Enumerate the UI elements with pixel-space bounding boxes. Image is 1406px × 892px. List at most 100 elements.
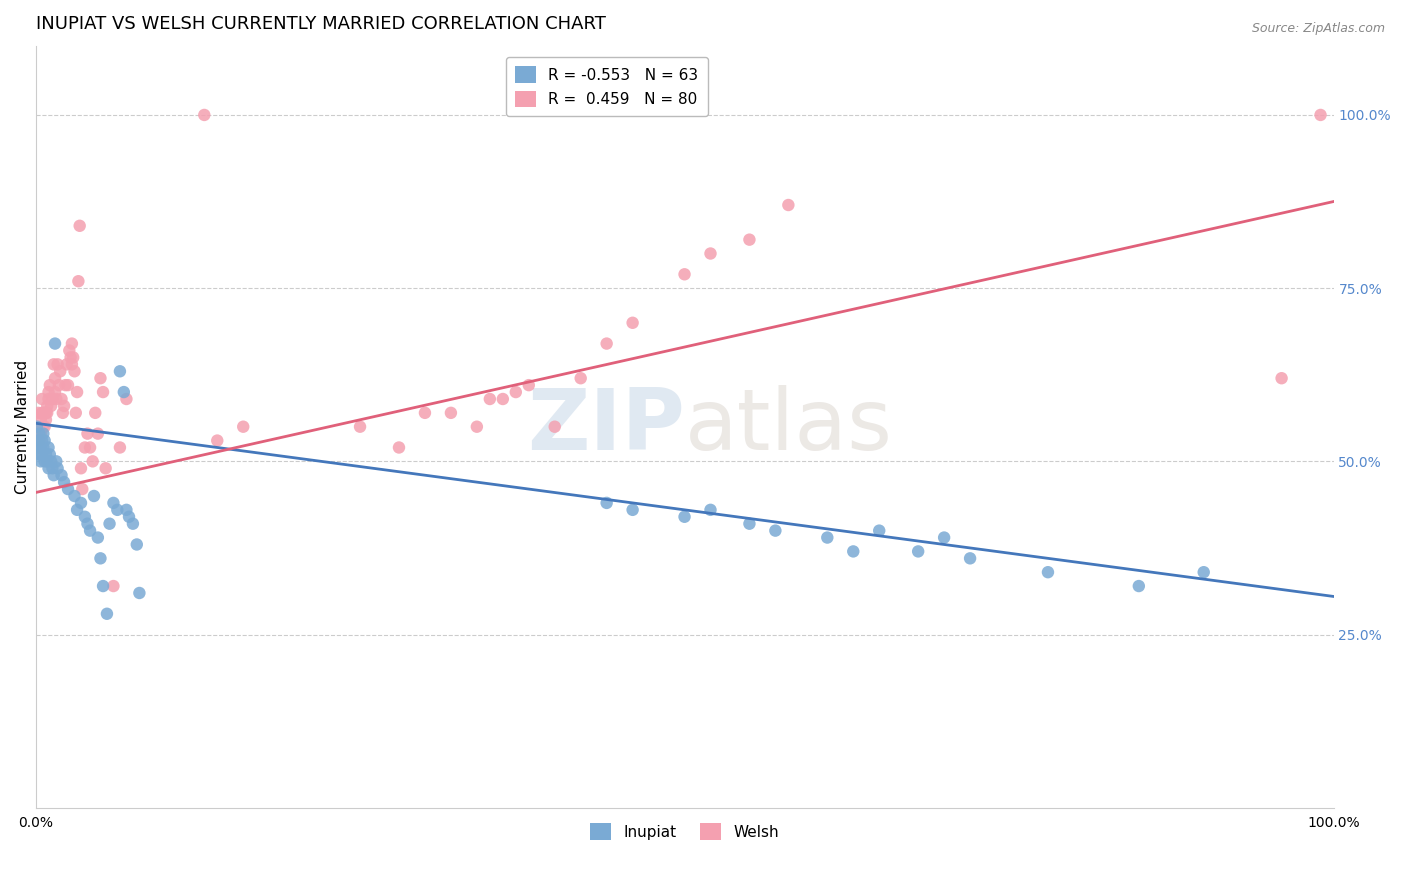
Point xyxy=(89,551,111,566)
Point xyxy=(89,371,111,385)
Point xyxy=(27,434,49,448)
Point xyxy=(32,419,55,434)
Point xyxy=(65,406,87,420)
Point xyxy=(115,392,138,406)
Point xyxy=(87,531,110,545)
Point xyxy=(45,392,67,406)
Point xyxy=(70,496,93,510)
Point xyxy=(122,516,145,531)
Point xyxy=(35,447,58,461)
Point xyxy=(413,406,436,420)
Point xyxy=(1036,565,1059,579)
Point xyxy=(56,378,79,392)
Point xyxy=(79,441,101,455)
Text: Source: ZipAtlas.com: Source: ZipAtlas.com xyxy=(1251,22,1385,36)
Point xyxy=(44,385,66,400)
Point xyxy=(28,419,51,434)
Legend: Inupiat, Welsh: Inupiat, Welsh xyxy=(583,817,785,846)
Point xyxy=(70,461,93,475)
Point xyxy=(76,516,98,531)
Point xyxy=(907,544,929,558)
Point xyxy=(45,454,67,468)
Point xyxy=(232,419,254,434)
Point xyxy=(56,482,79,496)
Point xyxy=(42,357,65,371)
Point xyxy=(738,516,761,531)
Point xyxy=(46,461,69,475)
Point xyxy=(763,524,786,538)
Point xyxy=(815,531,838,545)
Point xyxy=(39,399,62,413)
Point xyxy=(82,454,104,468)
Point xyxy=(959,551,981,566)
Point xyxy=(76,426,98,441)
Point xyxy=(79,524,101,538)
Point xyxy=(63,364,86,378)
Point xyxy=(1192,565,1215,579)
Point xyxy=(87,426,110,441)
Point xyxy=(544,419,567,434)
Point xyxy=(108,441,131,455)
Point xyxy=(41,461,63,475)
Point xyxy=(30,441,52,455)
Text: INUPIAT VS WELSH CURRENTLY MARRIED CORRELATION CHART: INUPIAT VS WELSH CURRENTLY MARRIED CORRE… xyxy=(35,15,606,33)
Point xyxy=(51,392,73,406)
Point xyxy=(673,509,696,524)
Point xyxy=(51,468,73,483)
Point xyxy=(115,503,138,517)
Point xyxy=(105,503,128,517)
Point xyxy=(66,503,89,517)
Point xyxy=(53,475,76,490)
Point xyxy=(621,503,644,517)
Point xyxy=(37,454,59,468)
Point xyxy=(31,392,53,406)
Point xyxy=(98,516,121,531)
Point xyxy=(1309,108,1331,122)
Point xyxy=(30,454,52,468)
Point xyxy=(595,336,617,351)
Point xyxy=(28,426,51,441)
Point xyxy=(492,392,515,406)
Point xyxy=(73,509,96,524)
Point xyxy=(38,441,60,455)
Point xyxy=(569,371,592,385)
Point xyxy=(91,385,114,400)
Point xyxy=(62,351,84,365)
Point xyxy=(35,406,58,420)
Point xyxy=(207,434,229,448)
Point xyxy=(94,461,117,475)
Point xyxy=(112,385,135,400)
Point xyxy=(465,419,488,434)
Point xyxy=(31,434,53,448)
Point xyxy=(84,406,107,420)
Point xyxy=(28,434,51,448)
Point xyxy=(778,198,800,212)
Point xyxy=(96,607,118,621)
Point xyxy=(932,531,955,545)
Point xyxy=(32,441,55,455)
Point xyxy=(38,378,60,392)
Point xyxy=(49,364,72,378)
Point xyxy=(34,419,56,434)
Point xyxy=(60,357,83,371)
Point xyxy=(505,385,527,400)
Point xyxy=(478,392,501,406)
Point xyxy=(621,316,644,330)
Point xyxy=(48,378,70,392)
Point xyxy=(46,357,69,371)
Point xyxy=(53,399,76,413)
Point xyxy=(128,586,150,600)
Point xyxy=(517,378,540,392)
Point xyxy=(38,447,60,461)
Point xyxy=(108,364,131,378)
Point xyxy=(73,441,96,455)
Point xyxy=(440,406,463,420)
Text: atlas: atlas xyxy=(685,385,893,468)
Point xyxy=(1128,579,1150,593)
Point xyxy=(32,406,55,420)
Point xyxy=(25,426,48,441)
Point xyxy=(118,509,141,524)
Point xyxy=(34,454,56,468)
Point xyxy=(69,219,91,233)
Point xyxy=(193,108,215,122)
